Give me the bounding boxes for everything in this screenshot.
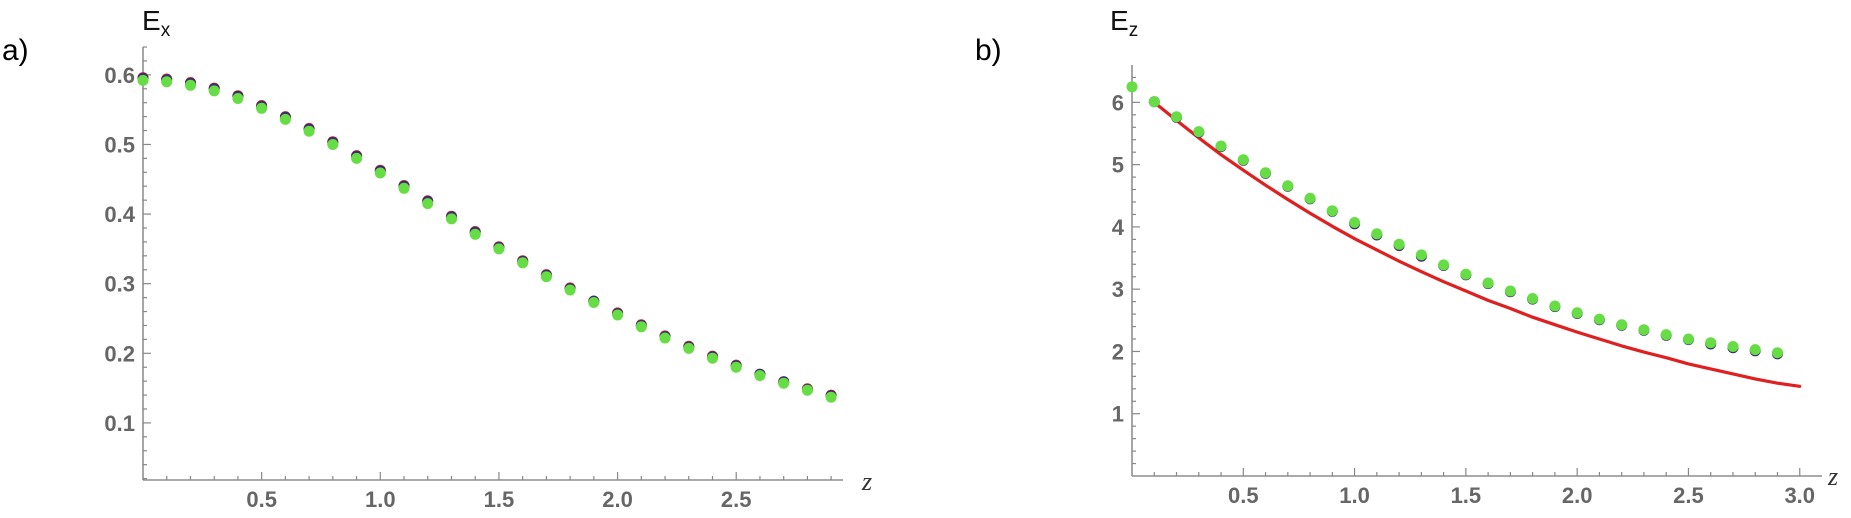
panel-b-y-tick-label: 6 xyxy=(1112,90,1124,115)
panel-b-x-tick-label: 3.0 xyxy=(1784,483,1815,508)
panel-b-series-2-point xyxy=(1683,333,1694,345)
panel-a-series-2-point xyxy=(398,182,410,194)
panel-a-series-2-point xyxy=(588,297,600,308)
panel-a-series-2-point xyxy=(564,284,576,296)
panel-a: a) Ex z 0.5 1.0 1.5 2.0 2.50.10.20.30.40.50.… xyxy=(2,5,872,512)
panel-b-series-0-line xyxy=(1152,100,1802,388)
panel-a-x-tick-label: 1.5 xyxy=(484,487,515,512)
panel-a-series-2-point xyxy=(303,125,315,137)
panel-b-series-2-point xyxy=(1237,154,1249,166)
panel-b: b) Ez z 0.5 1.0 1.5 2.0 2.5 3.0 1 2 3 4 5 6 xyxy=(975,5,1838,508)
panel-b-series-2-point xyxy=(1215,140,1227,152)
panel-b-series-2-point xyxy=(1727,341,1739,352)
panel-a-x-axis-title: z xyxy=(861,467,872,496)
panel-b-series-2-point xyxy=(1705,337,1717,349)
panel-b-series-2-point xyxy=(1304,192,1316,204)
panel-b-x-tick-label: 0.5 xyxy=(1228,483,1259,508)
panel-b-series-2-point xyxy=(1638,324,1650,336)
panel-b-x-axis-title: z xyxy=(1827,462,1838,491)
panel-a-x-tick-label: 1.0 xyxy=(365,487,396,512)
panel-a-series-2-point xyxy=(683,342,695,354)
panel-a-series-2-point xyxy=(446,213,457,225)
panel-a-series-2-point xyxy=(185,79,196,91)
panel-b-marks xyxy=(1126,81,1802,388)
panel-a-series-2-point xyxy=(659,332,671,344)
panel-b-y-tick-label: 1 xyxy=(1112,402,1124,427)
panel-a-y-tick-label: 0.4 xyxy=(104,202,135,227)
panel-b-series-2-point xyxy=(1504,285,1516,297)
panel-a-series-2-point xyxy=(493,243,505,255)
panel-a-series-2-point xyxy=(778,377,790,389)
panel-a-ticks: 0.5 1.0 1.5 2.0 2.5 0.1 0.2 0.3 0.4 0.5 0.6 xyxy=(104,46,832,512)
panel-a-y-axis-title: Ex xyxy=(142,5,171,41)
panel-a-series-2-point xyxy=(469,228,481,240)
panel-b-y-tick-label: 2 xyxy=(1112,339,1124,364)
panel-a-y-tick-label: 0.6 xyxy=(104,63,135,88)
panel-a-y-tick-label: 0.1 xyxy=(104,411,135,436)
panel-b-y-tick-label: 5 xyxy=(1112,153,1124,178)
panel-b-series-2-point xyxy=(1282,180,1294,192)
panel-b-series-2-point xyxy=(1616,319,1628,331)
panel-b-series-2-point xyxy=(1393,238,1405,250)
panel-a-series-2-point xyxy=(707,352,718,364)
panel-b-series-2-point xyxy=(1371,228,1383,240)
panel-a-series-2-point xyxy=(161,76,173,88)
panel-b-series-2-point xyxy=(1171,111,1182,123)
panel-a-series-2-point xyxy=(801,384,813,396)
panel-a-series-2-point xyxy=(256,102,268,114)
panel-b-series-2-point xyxy=(1660,329,1672,341)
panel-b-series-2-point xyxy=(1126,81,1138,93)
panel-b-y-tick-label: 3 xyxy=(1112,277,1124,302)
panel-a-marks xyxy=(137,72,837,403)
panel-b-series-2-point xyxy=(1527,293,1539,304)
panel-b-series-2-point xyxy=(1148,96,1160,108)
panel-a-series-2-point xyxy=(232,93,244,104)
panel-a-series-2-point xyxy=(374,167,386,179)
panel-a-y-tick-label: 0.5 xyxy=(104,132,135,157)
panel-b-series-2-point xyxy=(1593,313,1605,325)
panel-a-series-2-point xyxy=(351,152,363,164)
panel-a-series-2-point xyxy=(279,113,291,125)
panel-b-y-tick-label: 4 xyxy=(1112,215,1125,240)
panel-b-label: b) xyxy=(975,34,1002,67)
panel-b-ticks: 0.5 1.0 1.5 2.0 2.5 3.0 1 2 3 4 5 6 xyxy=(1112,76,1815,508)
panel-b-series-2-point xyxy=(1260,167,1271,179)
panel-a-series-2-point xyxy=(137,74,149,86)
panel-b-series-2-point xyxy=(1438,259,1450,271)
panel-a-series-2-point xyxy=(422,198,434,210)
panel-b-series-2-point xyxy=(1749,344,1761,356)
panel-a-label: a) xyxy=(2,34,29,67)
panel-a-series-2-point xyxy=(825,391,837,403)
panel-a-y-tick-label: 0.2 xyxy=(104,341,135,366)
panel-b-x-tick-label: 2.0 xyxy=(1562,483,1593,508)
panel-b-series-2-point xyxy=(1193,126,1205,138)
panel-a-y-tick-label: 0.3 xyxy=(104,272,135,297)
panel-a-series-2-point xyxy=(540,271,552,283)
panel-a-series-2-point xyxy=(754,370,766,382)
panel-a-series-2-point xyxy=(635,321,647,333)
panel-b-series-2-point xyxy=(1415,249,1427,261)
panel-a-x-tick-label: 2.0 xyxy=(602,487,633,512)
panel-a-series-2-point xyxy=(208,85,220,97)
panel-a-series-2-point xyxy=(517,257,529,269)
panel-b-x-tick-label: 2.5 xyxy=(1673,483,1704,508)
panel-b-series-2-point xyxy=(1326,205,1338,217)
panel-b-y-axis-title: Ez xyxy=(1110,5,1138,41)
panel-b-x-tick-label: 1.0 xyxy=(1339,483,1370,508)
panel-a-series-2-point xyxy=(327,139,339,150)
panel-b-series-2-point xyxy=(1349,217,1361,228)
panel-b-series-2-point xyxy=(1571,307,1583,319)
panel-a-x-tick-label: 0.5 xyxy=(246,487,277,512)
panel-b-x-tick-label: 1.5 xyxy=(1451,483,1482,508)
panel-b-series-2-point xyxy=(1772,347,1783,359)
panel-b-series-2-point xyxy=(1549,300,1561,312)
panel-a-x-tick-label: 2.5 xyxy=(721,487,752,512)
panel-a-series-2-point xyxy=(730,361,742,373)
panel-b-series-2-point xyxy=(1460,268,1472,280)
panel-a-series-2-point xyxy=(612,309,624,321)
panel-b-series-2-point xyxy=(1482,277,1494,289)
